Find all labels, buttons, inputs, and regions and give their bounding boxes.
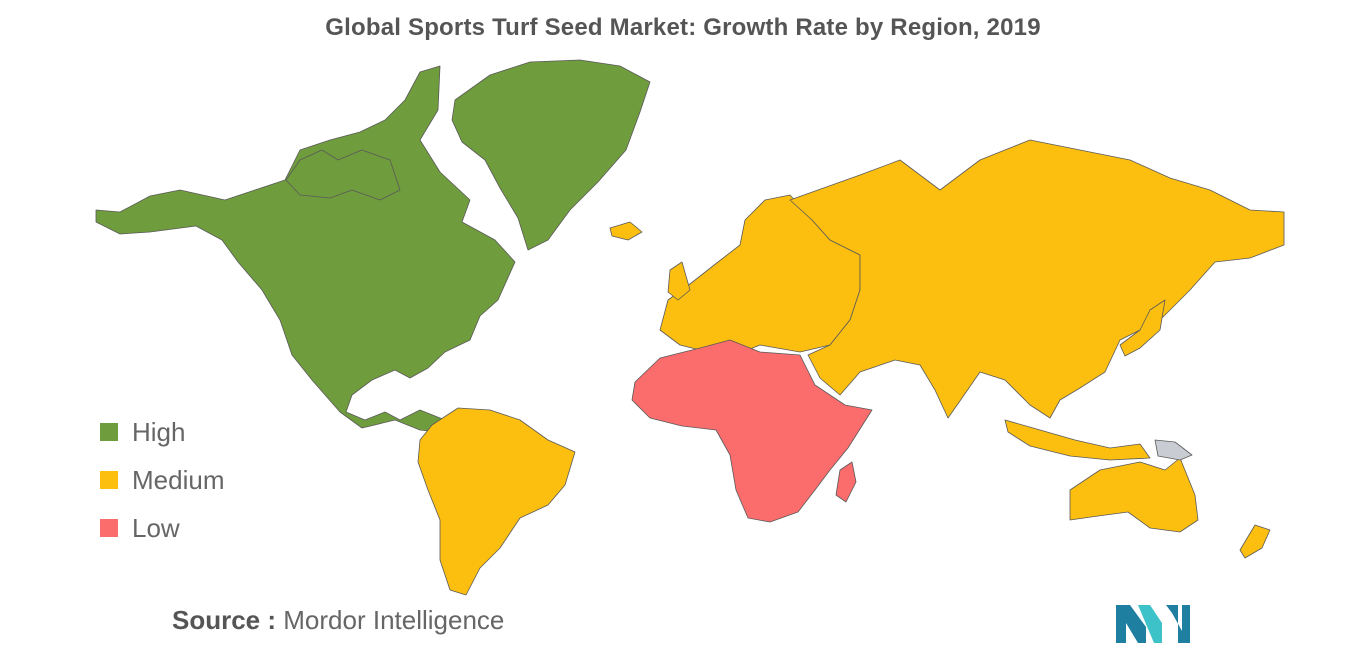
mordor-intelligence-logo (1116, 605, 1190, 643)
logo-shape-right (1166, 605, 1190, 643)
region-arctic-islands (285, 149, 401, 201)
region-south-america (417, 407, 576, 596)
region-greenland (451, 59, 651, 251)
region-asia (789, 139, 1285, 419)
legend-label-low: Low (132, 512, 180, 543)
region-africa (631, 339, 873, 523)
source-name: Mordor Intelligence (283, 605, 505, 635)
legend-item-low: Low (100, 504, 224, 552)
source-credit: Source : Mordor Intelligence (172, 605, 504, 636)
logo-shape-left (1116, 605, 1146, 643)
region-iceland (609, 221, 643, 241)
region-australia (1069, 457, 1199, 533)
chart-title: Global Sports Turf Seed Market: Growth R… (325, 14, 1041, 41)
region-indonesia (1004, 419, 1151, 461)
region-north-america (95, 65, 516, 433)
region-uk (667, 261, 691, 301)
region-papua-new-guinea (1154, 439, 1193, 461)
region-japan (1119, 299, 1166, 357)
legend-swatch-high (100, 423, 118, 441)
logo-shape-mid (1138, 605, 1162, 643)
legend-item-high: High (100, 408, 224, 456)
legend-swatch-medium (100, 471, 118, 489)
source-label: Source : (172, 605, 277, 635)
legend-label-high: High (132, 416, 186, 447)
region-madagascar (835, 461, 857, 503)
legend-swatch-low (100, 519, 118, 537)
region-new-zealand (1239, 524, 1271, 559)
legend-item-medium: Medium (100, 456, 224, 504)
legend-label-medium: Medium (132, 464, 225, 495)
legend: High Medium Low (100, 408, 224, 552)
